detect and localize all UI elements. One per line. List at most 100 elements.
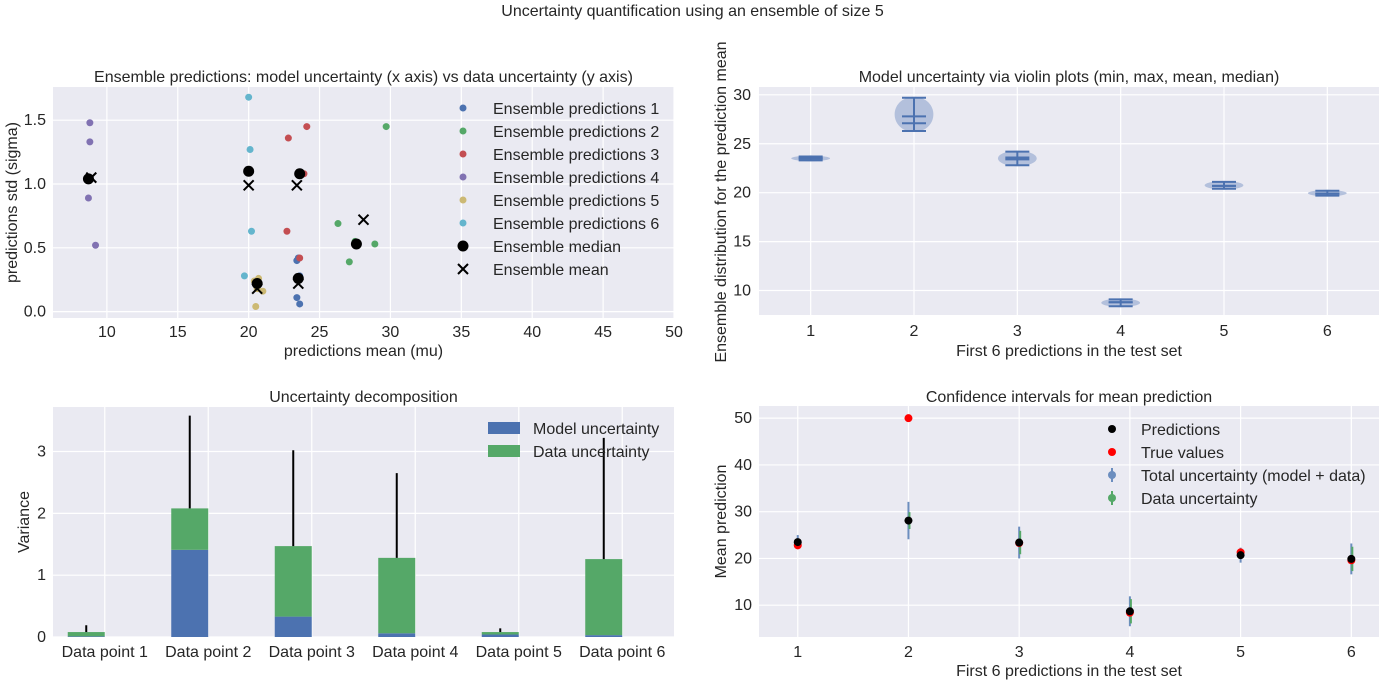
legend-label: Ensemble predictions 2 (493, 124, 659, 141)
y-tick-label: 20 (733, 185, 751, 202)
bar-data-uncertainty (378, 557, 416, 634)
y-axis-label: predictions std (sigma) (4, 122, 21, 283)
x-tick-label: 6 (1347, 644, 1356, 661)
data-point (371, 240, 379, 248)
x-marker-stroke (357, 214, 370, 226)
data-point (284, 134, 292, 142)
legend-label: Ensemble predictions 1 (493, 101, 659, 118)
ensemble-scatter-chart: 10 15 20 25 30 35 40 45 50 0.0 0.5 1.0 1.5 Ensemble p… (4, 69, 683, 360)
chart-title: Ensemble predictions: model uncertainty … (94, 69, 633, 86)
x-tick-label: 5 (1236, 644, 1245, 661)
legend-label: Ensemble predictions 6 (493, 216, 659, 233)
bar-data-uncertainty (274, 546, 312, 617)
x-tick-label: Data point 6 (579, 644, 665, 661)
legend-label: Ensemble predictions 4 (493, 170, 659, 187)
legend-label: Predictions (1141, 422, 1220, 439)
plot-area (53, 407, 674, 637)
x-marker (242, 179, 255, 191)
prediction-point (1347, 554, 1356, 563)
x-tick-label: 35 (452, 324, 470, 341)
x-tick-label: 1 (793, 644, 802, 661)
x-tick-label: Data point 3 (269, 644, 355, 661)
x-marker-stroke (242, 179, 255, 191)
legend-marker (1108, 448, 1116, 456)
legend-label: Data uncertainty (533, 444, 650, 461)
data-point (245, 93, 253, 101)
data-point (92, 241, 100, 249)
x-tick-label: 3 (1015, 644, 1024, 661)
data-point (243, 165, 255, 177)
legend-marker (459, 196, 467, 204)
data-point (334, 220, 342, 228)
prediction-point (1236, 551, 1245, 560)
prediction-point (1125, 607, 1134, 616)
bar-data-uncertainty (481, 632, 519, 635)
data-point (86, 119, 94, 127)
plot-area (53, 87, 674, 318)
x-tick-label: 30 (382, 324, 400, 341)
x-tick-label: 4 (1116, 323, 1125, 340)
x-tick-label: 20 (240, 324, 258, 341)
x-tick-label: 3 (1013, 323, 1022, 340)
bar-data-uncertainty (67, 632, 105, 637)
data-point (294, 168, 306, 180)
y-tick-label: 20 (734, 550, 752, 567)
legend-label: Data uncertainty (1141, 491, 1258, 508)
y-tick-label: 1.5 (24, 112, 46, 129)
y-tick-label: 0.5 (24, 240, 46, 257)
legend-label: True values (1141, 445, 1224, 462)
plot-area (759, 87, 1379, 315)
bar-model-uncertainty (585, 635, 623, 637)
prediction-point (904, 516, 913, 525)
legend-marker (459, 173, 467, 181)
plot-area (759, 406, 1379, 637)
legend-marker (459, 219, 467, 227)
data-point (246, 146, 254, 154)
data-point (240, 272, 248, 280)
x-marker (251, 282, 263, 295)
x-marker (357, 214, 370, 226)
data-point (252, 303, 260, 311)
y-axis-label: Variance (16, 491, 33, 553)
y-tick-label: 0.0 (24, 304, 46, 321)
bar-model-uncertainty (171, 549, 209, 637)
y-tick-label: 50 (734, 410, 752, 427)
x-tick-label: 2 (904, 644, 913, 661)
y-tick-label: 0 (37, 629, 46, 646)
legend-label: Model uncertainty (533, 421, 659, 438)
legend-marker (1108, 471, 1116, 479)
figure-title: Uncertainty quantification using an ense… (501, 3, 884, 20)
x-tick-label: Data point 1 (62, 644, 148, 661)
uncertainty-bar-chart: Data point 1 Data point 2 Data point 3 Data… (16, 389, 674, 661)
data-point (283, 227, 291, 235)
y-tick-label: 1.0 (24, 176, 46, 193)
x-marker-stroke (457, 263, 469, 275)
y-tick-label: 1 (37, 567, 46, 584)
bar-model-uncertainty (378, 633, 416, 637)
bar-model-uncertainty (67, 636, 105, 637)
y-tick-label: 3 (37, 444, 46, 461)
x-tick-label: 6 (1323, 323, 1332, 340)
x-tick-label: 50 (665, 324, 683, 341)
x-tick-label: Data point 4 (372, 644, 458, 661)
confidence-interval-chart: 1 2 3 4 5 6 10 20 30 40 50 Confidence intervals for… (713, 389, 1379, 680)
x-tick-label: 10 (98, 324, 116, 341)
x-tick-label: Data point 2 (165, 644, 251, 661)
legend-label: Ensemble predictions 3 (493, 147, 659, 164)
data-point (293, 294, 301, 302)
data-point (296, 300, 304, 308)
data-point (350, 238, 362, 250)
x-tick-label: 40 (523, 324, 541, 341)
data-point (345, 258, 353, 266)
x-tick-label: Data point 5 (476, 644, 562, 661)
x-tick-label: 25 (311, 324, 329, 341)
legend-label: Ensemble median (493, 239, 621, 256)
x-tick-label: 5 (1220, 323, 1229, 340)
legend-swatch (488, 445, 520, 457)
y-tick-label: 2 (37, 505, 46, 522)
legend-label: Total uncertainty (model + data) (1141, 468, 1366, 485)
x-marker-stroke (291, 179, 303, 191)
y-tick-label: 25 (733, 136, 751, 153)
x-axis-label: First 6 predictions in the test set (956, 663, 1182, 680)
y-axis-label: Ensemble distribution for the prediction… (713, 41, 730, 362)
